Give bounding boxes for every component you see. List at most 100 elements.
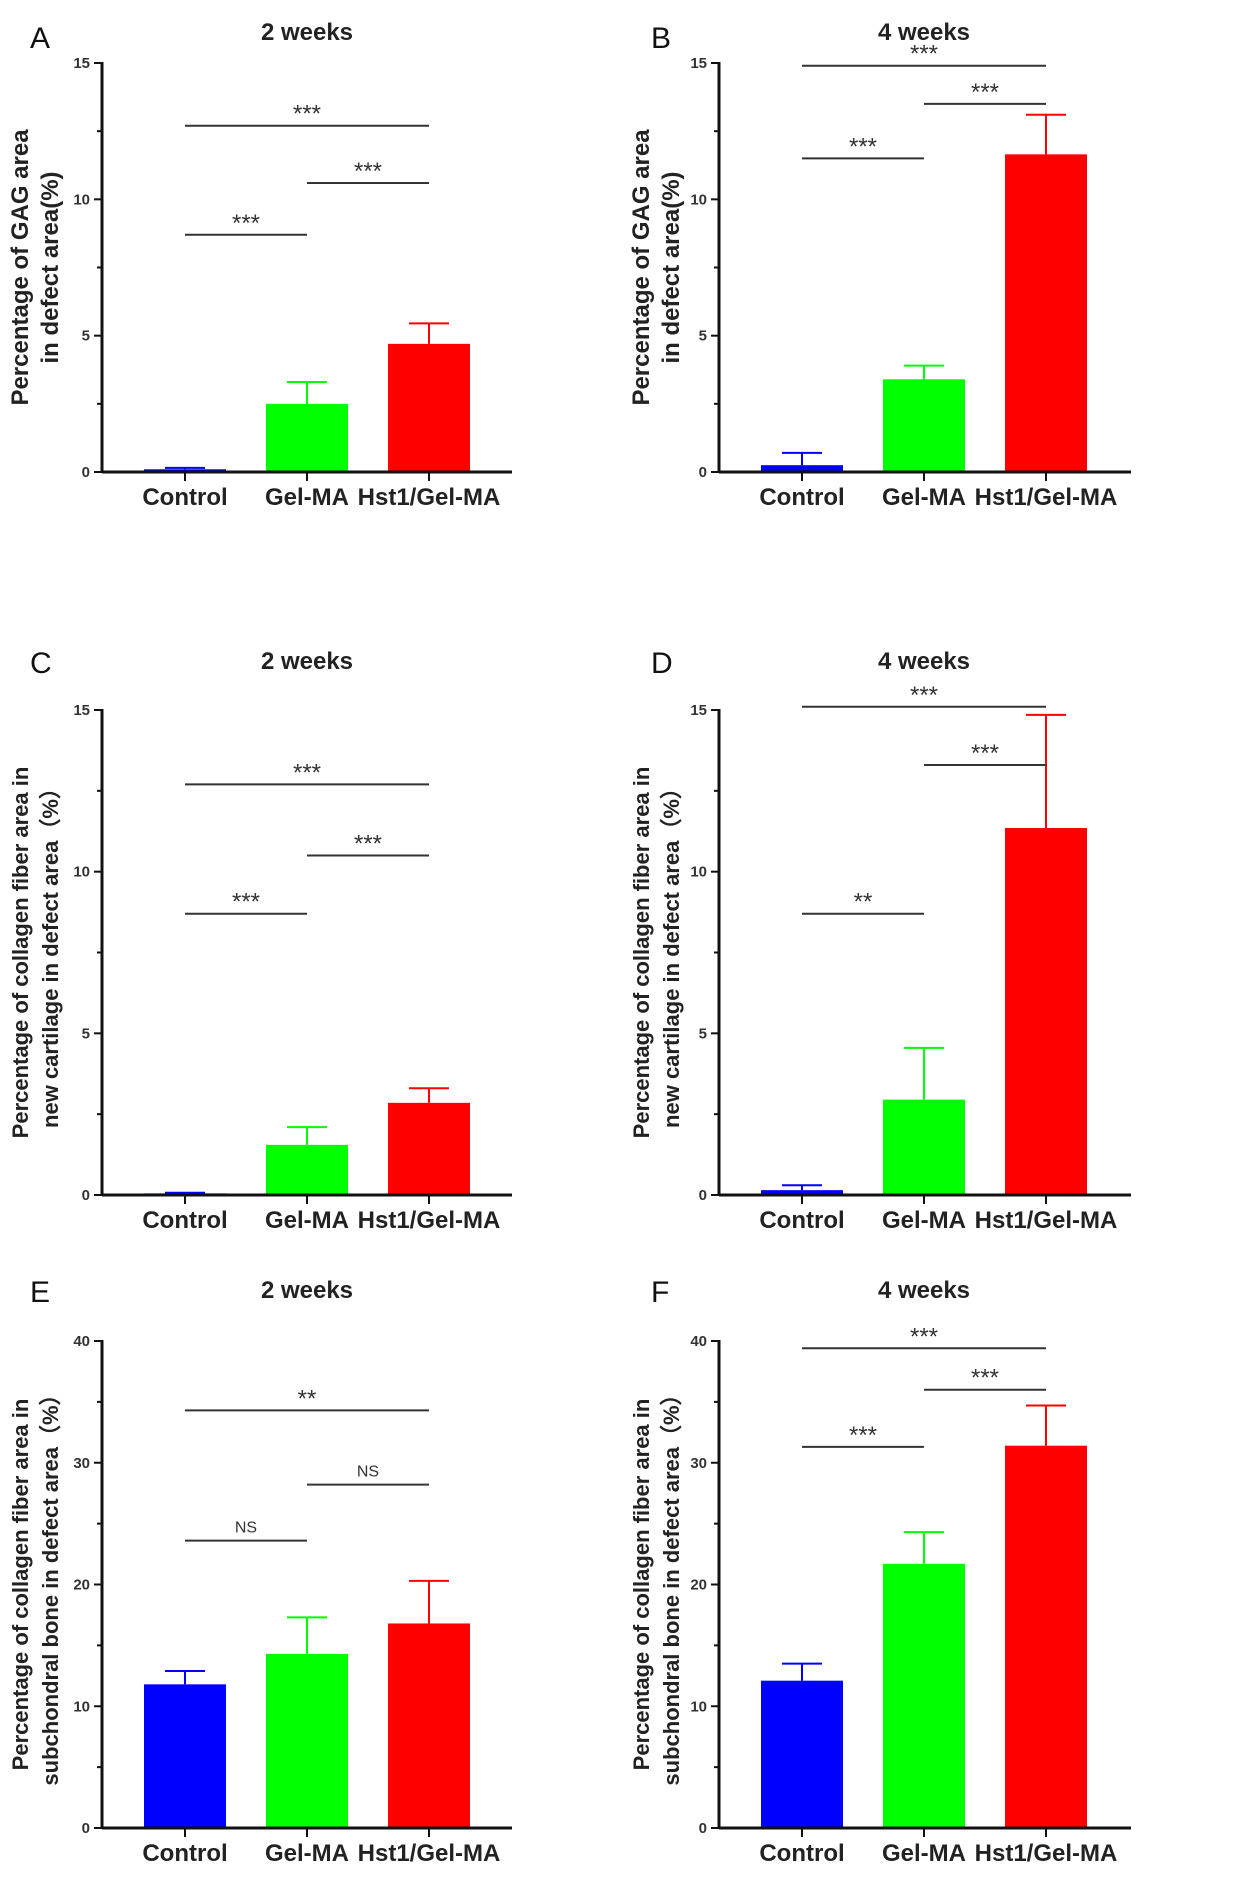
y-tick-label: 0 bbox=[699, 1187, 707, 1204]
y-tick-label: 15 bbox=[690, 55, 707, 72]
significance-label: NS bbox=[235, 1520, 257, 1537]
significance-label: *** bbox=[293, 759, 321, 786]
y-tick-label: 15 bbox=[73, 55, 90, 72]
chart-panel-c: C 2 weeks Percentage of collagen fiber are… bbox=[8, 647, 512, 1234]
significance-label: *** bbox=[232, 210, 260, 237]
y-tick-label: 20 bbox=[73, 1577, 90, 1594]
y-axis-label-line: subchondral bone in defect area（%） bbox=[38, 1383, 63, 1785]
y-tick-label: 0 bbox=[699, 464, 707, 481]
bar-hst1-gel-ma bbox=[1005, 154, 1087, 473]
y-axis-label: Percentage of collagen fiber area in subc… bbox=[629, 1383, 684, 1785]
y-axis-label-line: subchondral bone in defect area（%） bbox=[659, 1383, 684, 1785]
y-axis-label: Percentage of GAG area in defect area(%) bbox=[7, 129, 64, 406]
x-tick-label: Control bbox=[142, 484, 227, 511]
x-tick-label: Gel-MA bbox=[265, 1207, 349, 1234]
significance-label: *** bbox=[971, 1365, 999, 1392]
bar-hst1-gel-ma bbox=[1005, 1445, 1087, 1828]
x-tick-label: Hst1/Gel-MA bbox=[975, 1840, 1118, 1867]
significance-label: *** bbox=[971, 79, 999, 106]
significance-label: *** bbox=[354, 831, 382, 858]
significance-label: *** bbox=[232, 889, 260, 916]
y-axis-label: Percentage of collagen fiber area in subc… bbox=[8, 1383, 63, 1785]
y-tick-label: 5 bbox=[699, 1025, 707, 1042]
x-tick-label: Control bbox=[142, 1840, 227, 1867]
x-tick-label: Gel-MA bbox=[882, 484, 966, 511]
significance-label: *** bbox=[354, 158, 382, 185]
x-tick-label: Hst1/Gel-MA bbox=[358, 484, 501, 511]
x-tick-label: Gel-MA bbox=[265, 484, 349, 511]
y-tick-label: 15 bbox=[73, 702, 90, 719]
x-tick-label: Control bbox=[759, 484, 844, 511]
significance-label: *** bbox=[910, 41, 938, 68]
x-tick-label: Gel-MA bbox=[882, 1207, 966, 1234]
y-axis-label: Percentage of collagen fiber area in new … bbox=[8, 767, 63, 1139]
bar-hst1-gel-ma bbox=[388, 343, 470, 472]
y-tick-label: 10 bbox=[690, 864, 707, 881]
y-axis-label-line: Percentage of GAG area bbox=[628, 129, 655, 406]
significance-label: *** bbox=[910, 1323, 938, 1350]
y-tick-label: 40 bbox=[73, 1333, 90, 1350]
bar-gel-ma bbox=[883, 379, 965, 472]
panel-letter: F bbox=[651, 1276, 669, 1309]
significance-label: *** bbox=[293, 101, 321, 128]
y-tick-label: 5 bbox=[699, 328, 707, 345]
y-axis-label: Percentage of GAG area in defect area(%) bbox=[628, 129, 685, 406]
chart-panel-e: E 2 weeks Percentage of collagen fiber are… bbox=[8, 1276, 512, 1867]
bar-hst1-gel-ma bbox=[388, 1102, 470, 1195]
y-axis-label-line: Percentage of collagen fiber area in bbox=[8, 767, 33, 1139]
x-tick-label: Control bbox=[142, 1207, 227, 1234]
y-axis-label-line: new cartilage in defect area（%） bbox=[38, 777, 63, 1128]
panel-letter: A bbox=[30, 22, 50, 55]
y-tick-label: 20 bbox=[690, 1577, 707, 1594]
significance-label: ** bbox=[854, 889, 873, 916]
x-tick-label: Hst1/Gel-MA bbox=[358, 1207, 501, 1234]
chart-title: 4 weeks bbox=[878, 648, 970, 675]
y-tick-label: 5 bbox=[82, 1025, 90, 1042]
bar-gel-ma bbox=[883, 1563, 965, 1828]
y-axis-label: Percentage of collagen fiber area in new … bbox=[629, 767, 684, 1139]
x-tick-label: Hst1/Gel-MA bbox=[358, 1840, 501, 1867]
y-tick-label: 10 bbox=[73, 864, 90, 881]
bar-gel-ma bbox=[266, 1144, 348, 1195]
significance-label: *** bbox=[849, 1422, 877, 1449]
y-tick-label: 10 bbox=[690, 1698, 707, 1715]
panel-letter: D bbox=[651, 647, 673, 680]
y-tick-label: 10 bbox=[73, 191, 90, 208]
panel-letter: E bbox=[30, 1276, 50, 1309]
bar-control bbox=[761, 1680, 843, 1828]
y-tick-label: 0 bbox=[82, 1820, 90, 1837]
y-tick-label: 10 bbox=[690, 191, 707, 208]
y-axis-label-line: in defect area(%) bbox=[37, 171, 64, 363]
y-axis-label-line: Percentage of collagen fiber area in bbox=[629, 1399, 654, 1771]
y-axis-label-line: in defect area(%) bbox=[658, 171, 685, 363]
bar-gel-ma bbox=[266, 403, 348, 472]
bar-gel-ma bbox=[883, 1099, 965, 1195]
y-axis-label-line: Percentage of GAG area bbox=[7, 129, 34, 406]
chart-panel-f: F 4 weeks Percentage of collagen fiber are… bbox=[629, 1276, 1131, 1867]
bar-hst1-gel-ma bbox=[1005, 828, 1087, 1195]
y-axis-label-line: new cartilage in defect area（%） bbox=[659, 777, 684, 1128]
x-tick-label: Gel-MA bbox=[882, 1840, 966, 1867]
significance-label: *** bbox=[910, 682, 938, 709]
bar-control bbox=[761, 465, 843, 472]
chart-panel-d: D 4 weeks Percentage of collagen fiber are… bbox=[629, 647, 1131, 1234]
y-tick-label: 30 bbox=[73, 1455, 90, 1472]
chart-panel-b: B 4 weeks Percentage of GAG area in defect … bbox=[628, 19, 1131, 511]
y-tick-label: 15 bbox=[690, 702, 707, 719]
y-axis-label-line: Percentage of collagen fiber area in bbox=[8, 1399, 33, 1771]
chart-title: 2 weeks bbox=[261, 1277, 353, 1304]
y-tick-label: 5 bbox=[82, 328, 90, 345]
chart-title: 4 weeks bbox=[878, 1277, 970, 1304]
y-tick-label: 10 bbox=[73, 1698, 90, 1715]
significance-label: NS bbox=[357, 1464, 379, 1481]
y-tick-label: 40 bbox=[690, 1333, 707, 1350]
y-axis-label-line: Percentage of collagen fiber area in bbox=[629, 767, 654, 1139]
x-tick-label: Gel-MA bbox=[265, 1840, 349, 1867]
panel-letter: C bbox=[30, 647, 52, 680]
x-tick-label: Control bbox=[759, 1840, 844, 1867]
significance-label: ** bbox=[298, 1385, 317, 1412]
bar-hst1-gel-ma bbox=[388, 1623, 470, 1828]
chart-title: 2 weeks bbox=[261, 648, 353, 675]
chart-panel-a: A 2 weeks Percentage of GAG area in defect … bbox=[7, 19, 512, 511]
y-tick-label: 30 bbox=[690, 1455, 707, 1472]
